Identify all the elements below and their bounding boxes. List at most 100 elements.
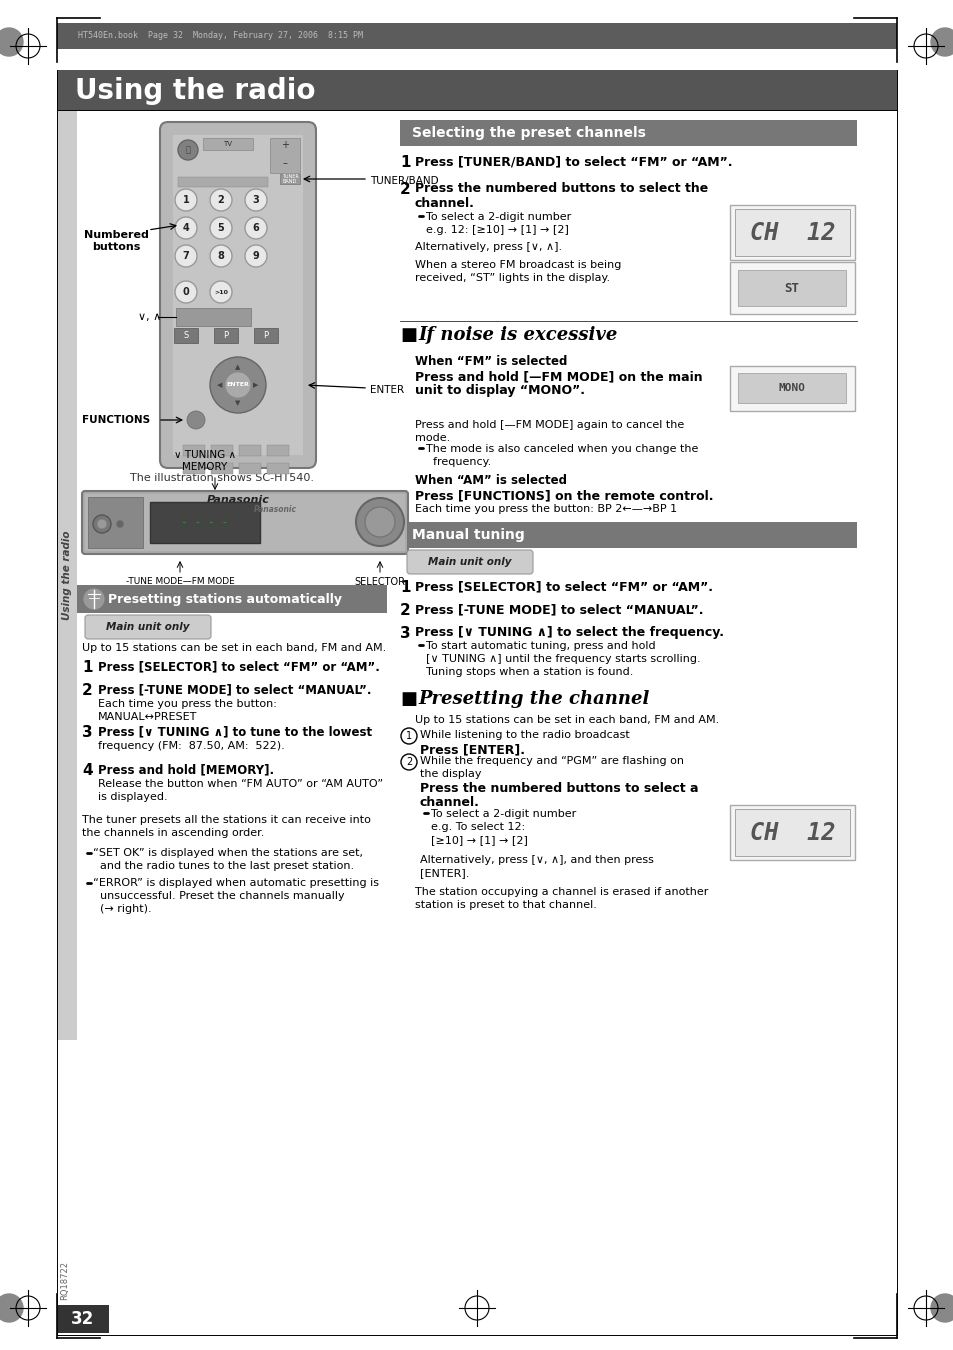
- Text: FUNCTIONS: FUNCTIONS: [82, 414, 150, 425]
- Text: When a stereo FM broadcast is being: When a stereo FM broadcast is being: [415, 261, 620, 270]
- Text: TV: TV: [223, 140, 233, 147]
- Circle shape: [0, 28, 23, 55]
- Bar: [738, 373, 845, 404]
- Circle shape: [174, 281, 196, 302]
- Text: 2: 2: [217, 194, 224, 205]
- Text: unsuccessful. Preset the channels manually: unsuccessful. Preset the channels manual…: [92, 891, 344, 900]
- Text: While the frequency and “PGM” are flashing on: While the frequency and “PGM” are flashi…: [419, 756, 683, 765]
- Text: MONO: MONO: [778, 383, 804, 393]
- Text: Press [TUNER/BAND] to select “FM” or “AM”.: Press [TUNER/BAND] to select “FM” or “AM…: [415, 155, 732, 167]
- Text: 2: 2: [399, 603, 411, 618]
- Circle shape: [174, 189, 196, 211]
- Text: - - - -: - - - -: [181, 517, 229, 526]
- Text: When “FM” is selected: When “FM” is selected: [415, 355, 567, 369]
- Text: 8: 8: [217, 251, 224, 261]
- Text: 3: 3: [82, 725, 92, 740]
- Text: Presetting stations automatically: Presetting stations automatically: [108, 593, 341, 606]
- Text: (→ right).: (→ right).: [92, 904, 152, 914]
- Text: While listening to the radio broadcast: While listening to the radio broadcast: [419, 730, 629, 740]
- Text: frequency (FM:  87.50, AM:  522).: frequency (FM: 87.50, AM: 522).: [98, 741, 284, 751]
- Text: Tuning stops when a station is found.: Tuning stops when a station is found.: [426, 667, 633, 676]
- Text: ST: ST: [783, 282, 799, 294]
- Text: 0: 0: [182, 288, 190, 297]
- Text: ∨ TUNING ∧: ∨ TUNING ∧: [173, 450, 235, 460]
- Bar: [239, 463, 261, 474]
- Text: Press [SELECTOR] to select “FM” or “AM”.: Press [SELECTOR] to select “FM” or “AM”.: [415, 580, 712, 593]
- Circle shape: [210, 356, 266, 413]
- Text: TUNER
BAND: TUNER BAND: [281, 174, 298, 185]
- Text: Press and hold [—FM MODE] again to cancel the: Press and hold [—FM MODE] again to cance…: [415, 420, 683, 431]
- Text: buttons: buttons: [91, 242, 140, 252]
- Text: CH  12: CH 12: [749, 821, 835, 845]
- Text: >10: >10: [213, 289, 228, 294]
- Text: Selecting the preset channels: Selecting the preset channels: [412, 126, 645, 140]
- Bar: [267, 446, 289, 456]
- Text: unit to display “MONO”.: unit to display “MONO”.: [415, 383, 584, 397]
- Circle shape: [210, 217, 232, 239]
- Text: e.g. To select 12:: e.g. To select 12:: [431, 822, 525, 832]
- Text: Main unit only: Main unit only: [106, 622, 190, 632]
- Text: Release the button when “FM AUTO” or “AM AUTO”: Release the button when “FM AUTO” or “AM…: [98, 779, 383, 788]
- Text: Press [∨ TUNING ∧] to select the frequency.: Press [∨ TUNING ∧] to select the frequen…: [415, 626, 723, 639]
- Text: Alternatively, press [∨, ∧].: Alternatively, press [∨, ∧].: [415, 242, 561, 252]
- Bar: [734, 809, 849, 856]
- Bar: [738, 270, 845, 306]
- Circle shape: [365, 508, 395, 537]
- Circle shape: [83, 589, 105, 610]
- Text: ▲: ▲: [235, 364, 240, 370]
- Bar: [729, 262, 854, 315]
- Circle shape: [355, 498, 403, 545]
- Circle shape: [930, 1295, 953, 1322]
- Text: 1: 1: [182, 194, 190, 205]
- FancyBboxPatch shape: [407, 549, 533, 574]
- Text: Alternatively, press [∨, ∧], and then press: Alternatively, press [∨, ∧], and then pr…: [419, 855, 653, 865]
- Bar: [150, 502, 260, 543]
- Text: ■: ■: [399, 690, 416, 707]
- Text: Each time you press the button:: Each time you press the button:: [98, 699, 276, 709]
- Text: mode.: mode.: [415, 433, 450, 443]
- Circle shape: [210, 281, 232, 302]
- Text: 6: 6: [253, 223, 259, 234]
- Text: 1: 1: [82, 660, 92, 675]
- Circle shape: [187, 410, 205, 429]
- Text: +: +: [281, 140, 289, 150]
- Text: To select a 2-digit number: To select a 2-digit number: [426, 212, 571, 221]
- Text: Each time you press the button: BP 2←—→BP 1: Each time you press the button: BP 2←—→B…: [415, 504, 677, 514]
- Text: Press and hold [—FM MODE] on the main: Press and hold [—FM MODE] on the main: [415, 370, 702, 383]
- Text: the channels in ascending order.: the channels in ascending order.: [82, 828, 264, 838]
- Bar: [729, 366, 854, 410]
- Text: To select a 2-digit number: To select a 2-digit number: [431, 809, 576, 819]
- Text: Press [SELECTOR] to select “FM” or “AM”.: Press [SELECTOR] to select “FM” or “AM”.: [98, 660, 379, 674]
- Bar: [183, 446, 205, 456]
- Bar: [57, 70, 896, 109]
- Text: The station occupying a channel is erased if another: The station occupying a channel is erase…: [415, 887, 708, 896]
- Circle shape: [930, 28, 953, 55]
- Text: CH  12: CH 12: [749, 221, 835, 244]
- Text: 1: 1: [406, 730, 412, 741]
- Text: “ERROR” is displayed when automatic presetting is: “ERROR” is displayed when automatic pres…: [92, 878, 378, 888]
- Text: and the radio tunes to the last preset station.: and the radio tunes to the last preset s…: [92, 861, 354, 871]
- Text: The tuner presets all the stations it can receive into: The tuner presets all the stations it ca…: [82, 815, 371, 825]
- Text: Press [-TUNE MODE] to select “MANUAL”.: Press [-TUNE MODE] to select “MANUAL”.: [415, 603, 702, 616]
- Text: To start automatic tuning, press and hold: To start automatic tuning, press and hol…: [426, 641, 655, 651]
- Bar: [270, 138, 299, 173]
- Text: Up to 15 stations can be set in each band, FM and AM.: Up to 15 stations can be set in each ban…: [82, 643, 386, 653]
- Text: ■: ■: [399, 325, 416, 344]
- Bar: [729, 805, 854, 860]
- Text: P: P: [223, 331, 229, 339]
- Text: ▶: ▶: [253, 382, 258, 387]
- Text: 4: 4: [82, 763, 92, 778]
- Text: 4: 4: [182, 223, 190, 234]
- Text: 2: 2: [399, 182, 411, 197]
- Text: Presetting the channel: Presetting the channel: [417, 690, 649, 707]
- Text: Up to 15 stations can be set in each band, FM and AM.: Up to 15 stations can be set in each ban…: [415, 716, 719, 725]
- Text: 2: 2: [405, 757, 412, 767]
- Text: [∨ TUNING ∧] until the frequency starts scrolling.: [∨ TUNING ∧] until the frequency starts …: [426, 653, 700, 664]
- Text: The mode is also canceled when you change the: The mode is also canceled when you chang…: [426, 444, 698, 454]
- Circle shape: [174, 217, 196, 239]
- Text: the display: the display: [419, 769, 481, 779]
- Text: MANUAL↔PRESET: MANUAL↔PRESET: [98, 711, 197, 722]
- Bar: [239, 446, 261, 456]
- Text: ∨, ∧: ∨, ∧: [138, 312, 161, 323]
- FancyBboxPatch shape: [160, 122, 315, 468]
